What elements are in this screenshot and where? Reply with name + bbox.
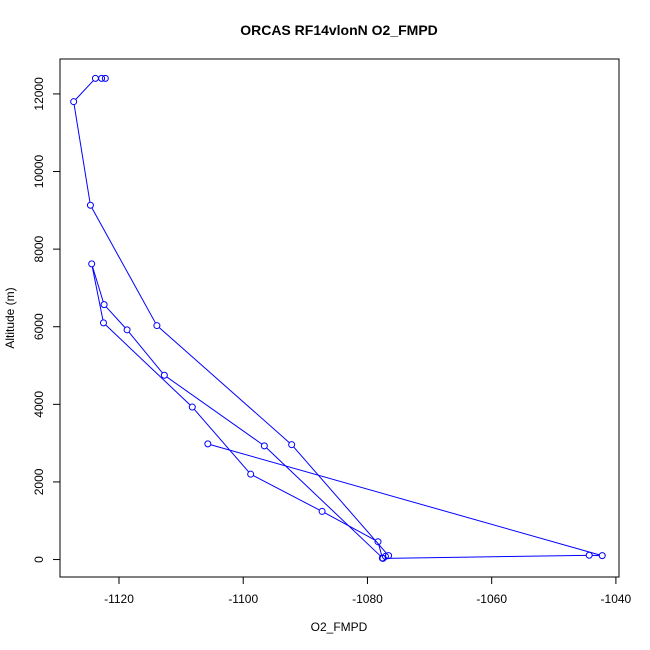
data-point <box>598 552 606 560</box>
series-segment <box>210 444 600 556</box>
data-point <box>99 319 107 327</box>
y-tick-label: 8000 <box>32 235 46 262</box>
series-segment <box>378 544 383 556</box>
data-point <box>204 440 212 448</box>
series-segment <box>253 475 320 511</box>
data-point <box>91 74 99 82</box>
data-point <box>379 554 387 562</box>
data-point <box>160 371 168 379</box>
series-points <box>70 74 606 562</box>
x-tick-label: -1100 <box>228 592 258 606</box>
y-axis: 0 2000 4000 6000 8000 10000 12000 <box>32 77 61 563</box>
series-segment <box>385 554 587 559</box>
series-segment <box>91 207 156 324</box>
x-axis: -1120 -1100 -1080 -1060 -1040 <box>104 576 632 606</box>
series-segment <box>105 324 191 406</box>
chart-title: ORCAS RF14vlonN O2_FMPD <box>240 22 438 38</box>
series-segment <box>293 446 387 554</box>
y-tick-label: 10000 <box>32 155 46 189</box>
data-point <box>247 470 255 478</box>
y-tick-label: 0 <box>32 556 46 563</box>
data-point <box>585 551 593 559</box>
x-axis-label: O2_FMPD <box>311 620 368 634</box>
series-lines <box>73 77 600 559</box>
y-tick-label: 12000 <box>32 77 46 111</box>
data-point <box>88 260 96 268</box>
y-tick-label: 2000 <box>32 468 46 495</box>
data-point <box>123 326 131 334</box>
data-point <box>374 538 382 546</box>
data-point <box>101 74 109 82</box>
data-point <box>70 98 78 106</box>
series-segment <box>158 327 290 444</box>
data-point <box>188 403 196 411</box>
x-tick-label: -1080 <box>352 592 383 606</box>
series-segment <box>128 331 163 374</box>
x-tick-label: -1120 <box>104 592 134 606</box>
series-segment <box>75 80 94 100</box>
y-axis-label: Altitude (m) <box>3 287 17 348</box>
series-segment <box>193 408 250 473</box>
data-point <box>288 441 296 449</box>
x-tick-label: -1040 <box>601 592 632 606</box>
y-tick-label: 4000 <box>32 391 46 418</box>
data-point <box>100 301 108 309</box>
series-segment <box>73 104 91 203</box>
data-point <box>86 201 94 209</box>
series-segment <box>91 266 104 321</box>
data-point <box>318 507 326 515</box>
series-segment <box>166 376 263 445</box>
y-tick-label: 6000 <box>32 313 46 340</box>
data-point <box>260 442 268 450</box>
series-segment <box>92 266 104 302</box>
x-tick-label: -1060 <box>476 592 507 606</box>
data-point <box>385 552 393 560</box>
data-point <box>153 322 161 330</box>
series-segment <box>105 306 126 328</box>
